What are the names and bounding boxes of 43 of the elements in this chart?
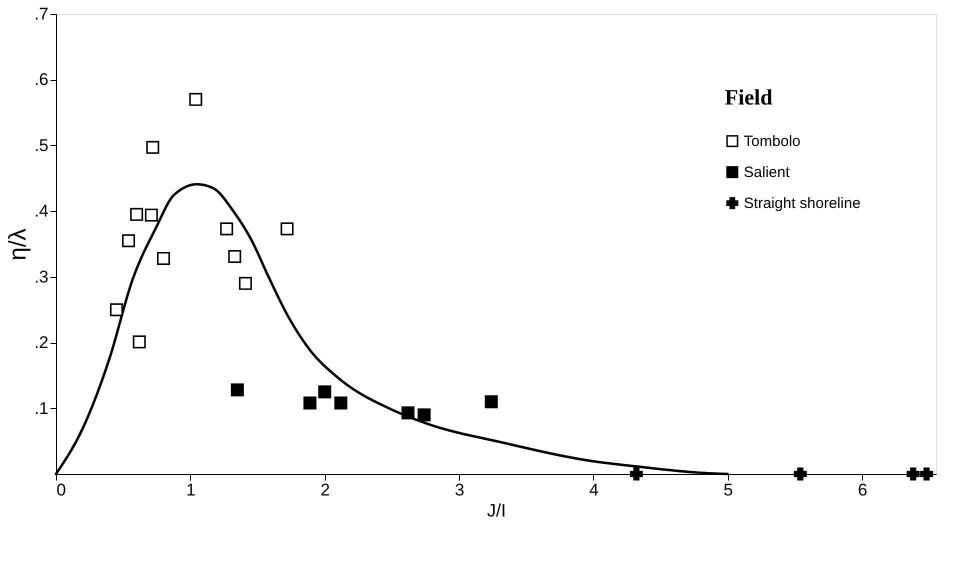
x-tick-label: 6	[858, 480, 868, 500]
x-axis-title: J/I	[486, 500, 506, 520]
point	[146, 140, 160, 154]
point	[110, 303, 123, 316]
point	[334, 396, 348, 410]
point	[189, 92, 202, 106]
y-tick-label: .4	[34, 202, 48, 221]
point	[144, 208, 158, 222]
x-tick-label: 5	[724, 480, 733, 500]
y-tick-label: .3	[34, 267, 48, 286]
y-tick-label: .6	[34, 70, 48, 90]
legend-label: Tombolo	[744, 133, 801, 150]
point	[230, 383, 244, 396]
point	[794, 468, 807, 480]
point	[418, 408, 431, 422]
y-tick-label: .5	[34, 136, 48, 155]
legend-label: Salient	[744, 164, 790, 182]
y-tick-label: .7	[34, 4, 48, 24]
x-tick-label: 4	[589, 480, 599, 500]
x-tick-label: 3	[454, 480, 464, 500]
point	[130, 208, 144, 221]
x-tick-label: 0	[56, 480, 66, 500]
point	[238, 276, 252, 290]
point	[318, 385, 332, 398]
point	[303, 396, 316, 410]
point	[920, 468, 934, 480]
y-axis-title: η/λ	[4, 228, 32, 261]
legend-label: Straight shoreline	[744, 195, 861, 212]
x-tick-label: 1	[186, 480, 196, 500]
point	[402, 406, 414, 420]
point	[132, 335, 146, 348]
point	[484, 395, 498, 408]
point	[220, 222, 234, 236]
y-tick-label: .2	[34, 333, 48, 352]
point	[906, 468, 920, 480]
point	[156, 252, 170, 265]
point	[122, 234, 136, 248]
legend-title: Field	[724, 84, 772, 110]
point	[630, 468, 643, 480]
point	[280, 222, 294, 236]
y-tick-label: .1	[34, 398, 48, 418]
x-tick-label: 2	[320, 480, 330, 500]
point	[228, 250, 242, 263]
